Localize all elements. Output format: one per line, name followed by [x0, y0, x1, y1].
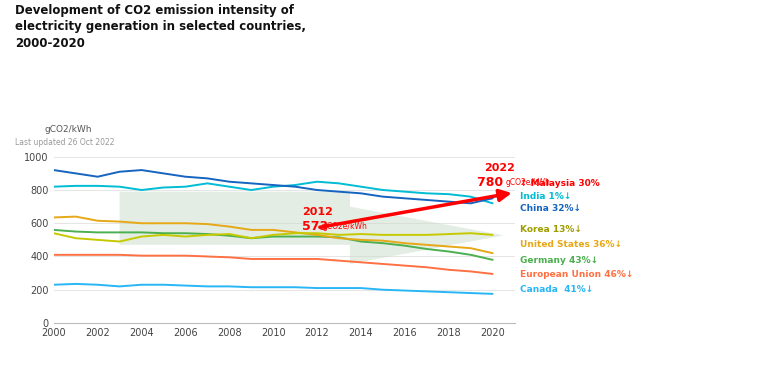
- Text: gCO2e/kWh: gCO2e/kWh: [506, 178, 551, 187]
- Text: India 1%↓: India 1%↓: [520, 192, 571, 201]
- Text: 2012: 2012: [302, 207, 333, 217]
- Text: European Union 46%↓: European Union 46%↓: [520, 270, 634, 279]
- Text: 573: 573: [302, 219, 333, 233]
- Text: ↑ Malaysia 30%: ↑ Malaysia 30%: [520, 179, 600, 188]
- Text: Development of CO2 emission intensity of
electricity generation in selected coun: Development of CO2 emission intensity of…: [15, 4, 306, 50]
- Text: gCO2/kWh: gCO2/kWh: [45, 126, 92, 134]
- Text: Korea 13%↓: Korea 13%↓: [520, 225, 582, 235]
- Text: Germany 43%↓: Germany 43%↓: [520, 256, 598, 265]
- Text: China 32%↓: China 32%↓: [520, 204, 581, 213]
- Text: gCO2e/kWh: gCO2e/kWh: [323, 222, 367, 231]
- Text: 2022: 2022: [484, 163, 515, 172]
- Text: 780: 780: [478, 176, 508, 189]
- Text: Canada  41%↓: Canada 41%↓: [520, 285, 593, 294]
- Text: Last updated 26 Oct 2022: Last updated 26 Oct 2022: [15, 138, 115, 147]
- Text: United States 36%↓: United States 36%↓: [520, 240, 622, 249]
- Polygon shape: [120, 192, 504, 264]
